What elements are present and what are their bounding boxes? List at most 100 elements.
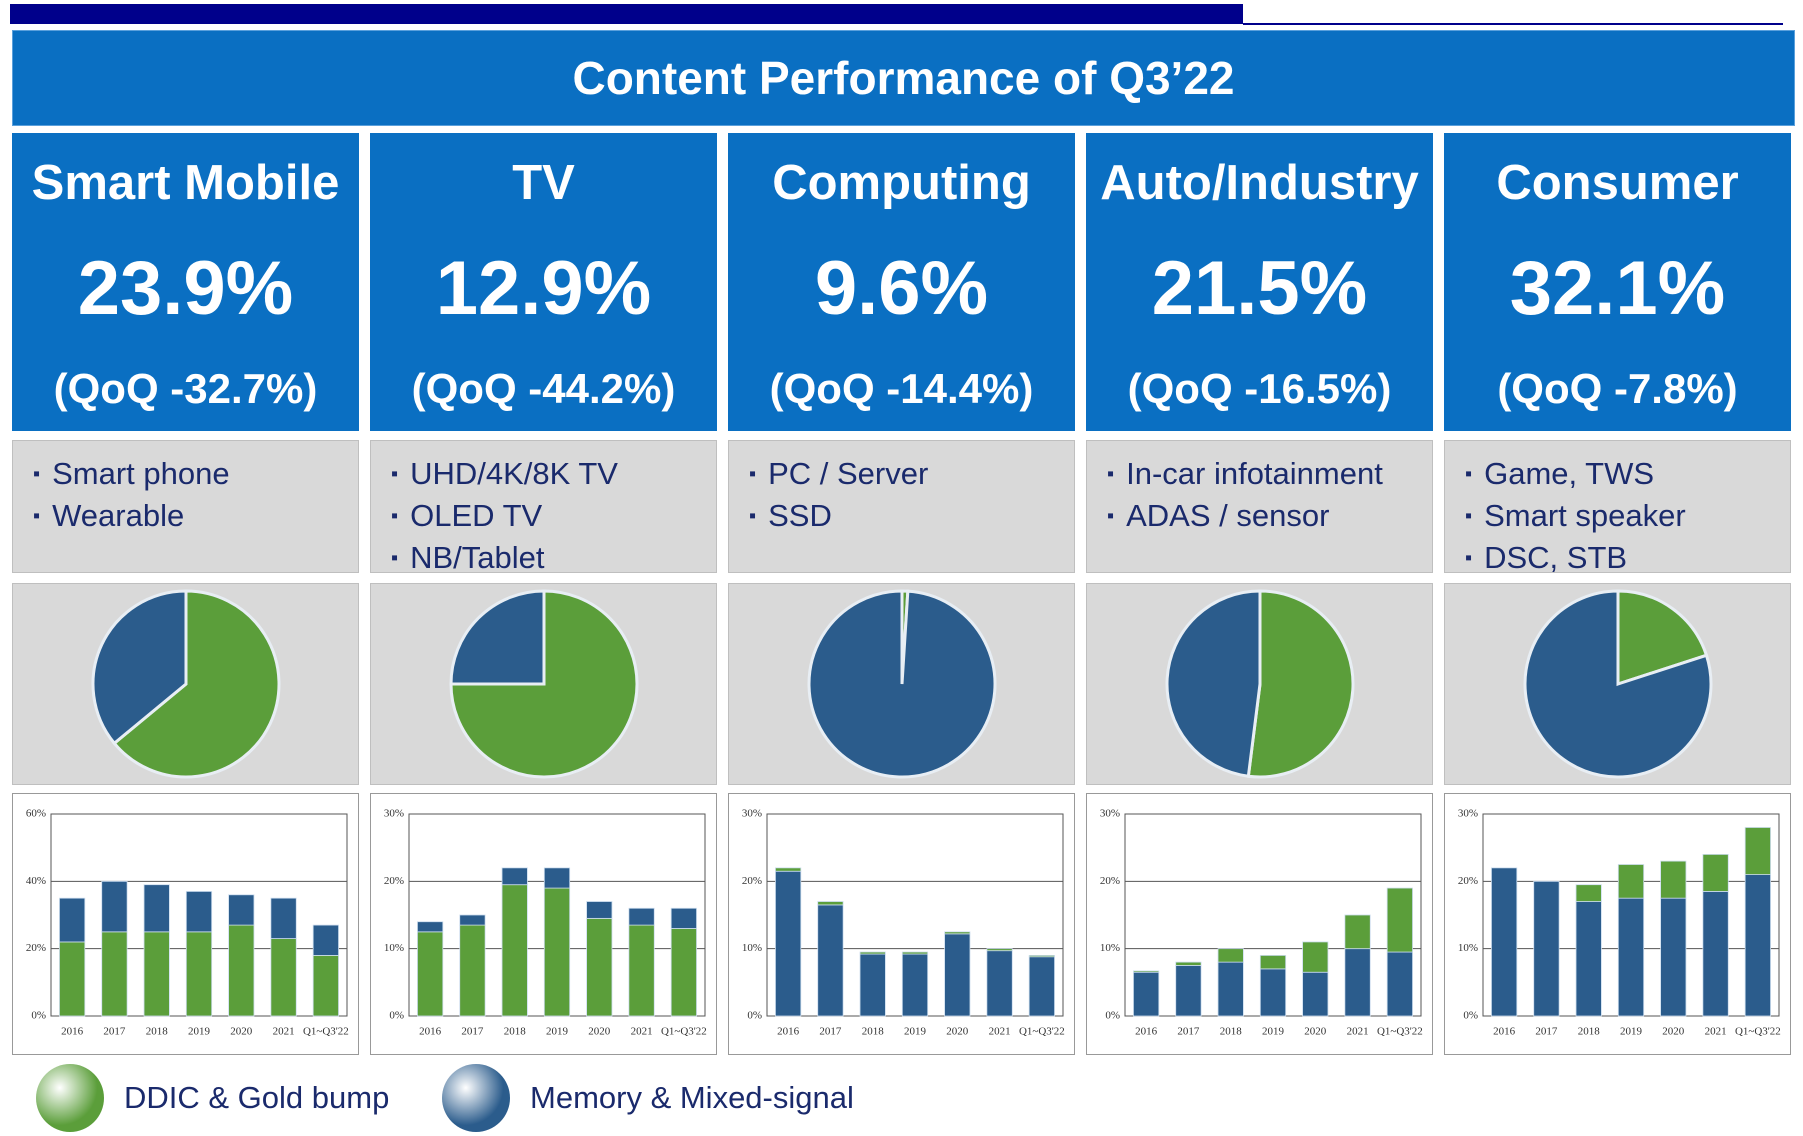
application-item: In-car infotainment <box>1107 453 1432 495</box>
pie-chart <box>1523 589 1713 779</box>
bar-segment <box>775 870 802 1017</box>
x-tick-label: 2016 <box>61 1026 84 1038</box>
bar-segment <box>417 921 444 933</box>
bar-segment <box>101 931 128 1017</box>
pie-slice <box>112 589 281 779</box>
category-share: 12.9% <box>435 246 652 331</box>
x-tick-label: Q1~Q3'22 <box>1377 1026 1423 1038</box>
y-tick-label: 30% <box>1100 808 1120 820</box>
bar-segment <box>670 907 697 929</box>
pie-box <box>1444 583 1791 785</box>
bar-segment <box>817 904 844 1017</box>
bar-box: 0% 10% 20% 30% 2016 2017 2018 2019 2020 2021 Q1~Q3… <box>370 793 717 1055</box>
bar-box: 0% 10% 20% 30% 2016 2017 2018 2019 2020 2021 Q1~Q3… <box>1444 793 1791 1055</box>
application-item: NB/Tablet <box>391 537 716 579</box>
bar-segment <box>944 931 971 935</box>
y-tick-label: 20% <box>1458 875 1478 887</box>
x-tick-label: 2016 <box>1493 1026 1516 1038</box>
x-tick-label: 2018 <box>1220 1026 1243 1038</box>
x-tick-label: 2018 <box>862 1026 885 1038</box>
bar-segment <box>228 924 255 1017</box>
bar-segment <box>501 867 528 886</box>
y-tick-label: 0% <box>1463 1010 1478 1022</box>
bar-segment <box>459 914 486 926</box>
x-tick-label: 2020 <box>230 1026 253 1038</box>
bar-segment <box>143 884 170 933</box>
x-tick-label: Q1~Q3'22 <box>303 1026 349 1038</box>
x-tick-label: 2017 <box>1535 1026 1558 1038</box>
category-share: 32.1% <box>1509 246 1726 331</box>
y-tick-label: 60% <box>26 808 46 820</box>
bar-segment <box>1617 897 1645 1017</box>
bar-segment <box>1133 970 1160 973</box>
category-name: Smart Mobile <box>31 156 340 210</box>
legend-item: Memory & Mixed-signal <box>442 1064 854 1132</box>
category-qoq: (QoQ -44.2%) <box>411 365 676 412</box>
application-item: DSC, STB <box>1465 537 1790 579</box>
bar-box: 0% 10% 20% 30% 2016 2017 2018 2019 2020 2021 Q1~Q3… <box>1086 793 1433 1055</box>
category-share: 9.6% <box>814 246 989 331</box>
bar-segment <box>1702 891 1729 1017</box>
y-tick-label: 10% <box>1100 942 1120 954</box>
category-name: Computing <box>772 156 1031 210</box>
legend-label: DDIC & Gold bump <box>124 1080 390 1115</box>
bar-segment <box>185 931 213 1017</box>
bar-chart: 0% 10% 20% 30% 2016 2017 2018 2019 2020 2021 Q1~Q3… <box>384 808 707 1038</box>
bar-box: 0% 20% 40% 60% 2016 2017 2018 2019 2020 2021 Q1~Q3… <box>12 793 359 1055</box>
application-item: SSD <box>749 495 1074 537</box>
application-item: Smart speaker <box>1465 495 1790 537</box>
bar-segment <box>270 897 297 939</box>
category-qoq: (QoQ -7.8%) <box>1497 365 1738 412</box>
category-card: TV 12.9% (QoQ -44.2%) <box>370 133 717 431</box>
y-tick-label: 20% <box>26 942 46 954</box>
bar-chart: 0% 20% 40% 60% 2016 2017 2018 2019 2020 2021 Q1~Q3… <box>26 808 349 1038</box>
bar-segment <box>1175 961 1202 966</box>
bar-segment <box>1259 954 1287 970</box>
pie-box <box>728 583 1075 785</box>
application-list: Game, TWSSmart speakerDSC, STB <box>1444 440 1791 575</box>
bar-segment <box>312 954 339 1017</box>
pie-box <box>1086 583 1433 785</box>
x-tick-label: 2016 <box>777 1026 800 1038</box>
x-tick-label: 2020 <box>588 1026 611 1038</box>
bar-segment <box>143 931 170 1017</box>
bar-segment <box>1744 874 1771 1017</box>
pie-box <box>12 583 359 785</box>
bar-segment <box>586 901 613 919</box>
application-list: UHD/4K/8K TVOLED TVNB/Tablet <box>370 440 717 575</box>
application-item: OLED TV <box>391 495 716 537</box>
bar-segment <box>986 950 1013 1017</box>
bar-segment <box>944 933 971 1017</box>
pie-slice <box>1523 589 1713 779</box>
application-item: Smart phone <box>33 453 358 495</box>
bar-segment <box>1533 880 1560 1017</box>
category-qoq: (QoQ -32.7%) <box>53 365 318 412</box>
category-name: Consumer <box>1496 156 1739 210</box>
bar-segment <box>1028 954 1055 958</box>
pie-box <box>370 583 717 785</box>
x-tick-label: 2021 <box>989 1026 1011 1038</box>
x-tick-label: 2019 <box>188 1026 211 1038</box>
bar-segment <box>986 948 1013 952</box>
bar-segment <box>1217 948 1244 963</box>
category-qoq: (QoQ -14.4%) <box>769 365 1034 412</box>
bar-segment <box>859 953 886 1017</box>
bar-segment <box>1217 961 1244 1017</box>
category-card: Auto/Industry 21.5% (QoQ -16.5%) <box>1086 133 1433 431</box>
category-card: Smart Mobile 23.9% (QoQ -32.7%) <box>12 133 359 431</box>
bar-segment <box>628 907 655 926</box>
y-tick-label: 30% <box>742 808 762 820</box>
y-tick-label: 20% <box>384 875 404 887</box>
pie-chart <box>91 589 281 779</box>
x-tick-label: 2019 <box>1620 1026 1643 1038</box>
bar-segment <box>1175 965 1202 1017</box>
bar-segment <box>1259 968 1287 1017</box>
category-qoq: (QoQ -16.5%) <box>1127 365 1392 412</box>
category-card: Consumer 32.1% (QoQ -7.8%) <box>1444 133 1791 431</box>
bar-segment <box>543 887 571 1017</box>
bar-chart: 0% 10% 20% 30% 2016 2017 2018 2019 2020 2021 Q1~Q3… <box>742 808 1065 1038</box>
bar-segment <box>185 891 213 933</box>
x-tick-label: 2017 <box>461 1026 484 1038</box>
bar-segment <box>586 917 613 1017</box>
category-card: Computing 9.6% (QoQ -14.4%) <box>728 133 1075 431</box>
